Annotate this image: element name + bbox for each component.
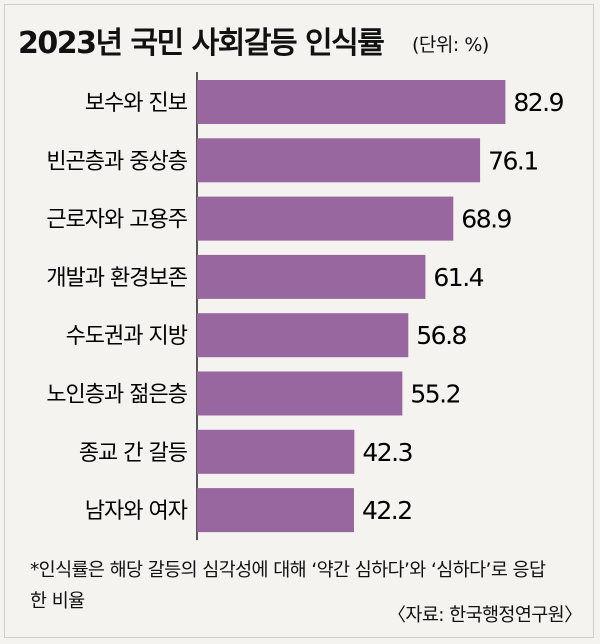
value-label: 56.8 — [416, 321, 466, 350]
value-label: 76.1 — [488, 146, 538, 175]
category-label: 수도권과 지방 — [66, 324, 188, 349]
value-label: 42.3 — [362, 438, 412, 467]
source-note: 〈자료: 한국행정연구원〉 — [387, 605, 583, 626]
bar — [197, 196, 454, 241]
chart-frame — [4, 4, 594, 638]
unit-label: (단위: %) — [412, 34, 489, 56]
footnote: *인식률은 해당 갈등의 심각성에 대해 ‘약간 심하다’와 ‘심하다’로 응답… — [30, 560, 546, 612]
bar — [197, 138, 481, 183]
category-label: 노인층과 젊은층 — [46, 383, 187, 408]
value-label: 68.9 — [461, 205, 511, 234]
category-label: 근로자와 고용주 — [46, 208, 187, 233]
category-label: 보수와 진보 — [85, 91, 188, 116]
bar — [197, 488, 354, 533]
bar-chart: 보수와 진보 82.9 빈곤층과 중상층 76.1 근로자와 고용주 68.9 개발과 환경… — [46, 72, 565, 541]
bar — [197, 254, 426, 299]
category-label: 남자와 여자 — [85, 499, 188, 524]
value-label: 42.2 — [362, 496, 412, 525]
bar — [197, 371, 403, 416]
chart-title: 2023년 국민 사회갈등 인식률 — [18, 26, 385, 61]
category-label: 빈곤층과 중상층 — [46, 149, 187, 174]
value-label: 55.2 — [410, 380, 460, 409]
bar — [197, 313, 409, 358]
category-label: 개발과 환경보존 — [46, 266, 187, 291]
value-label: 82.9 — [513, 88, 563, 117]
bar — [197, 429, 355, 474]
bar — [197, 80, 506, 124]
category-label: 종교 간 갈등 — [79, 441, 188, 466]
value-label: 61.4 — [433, 263, 483, 292]
